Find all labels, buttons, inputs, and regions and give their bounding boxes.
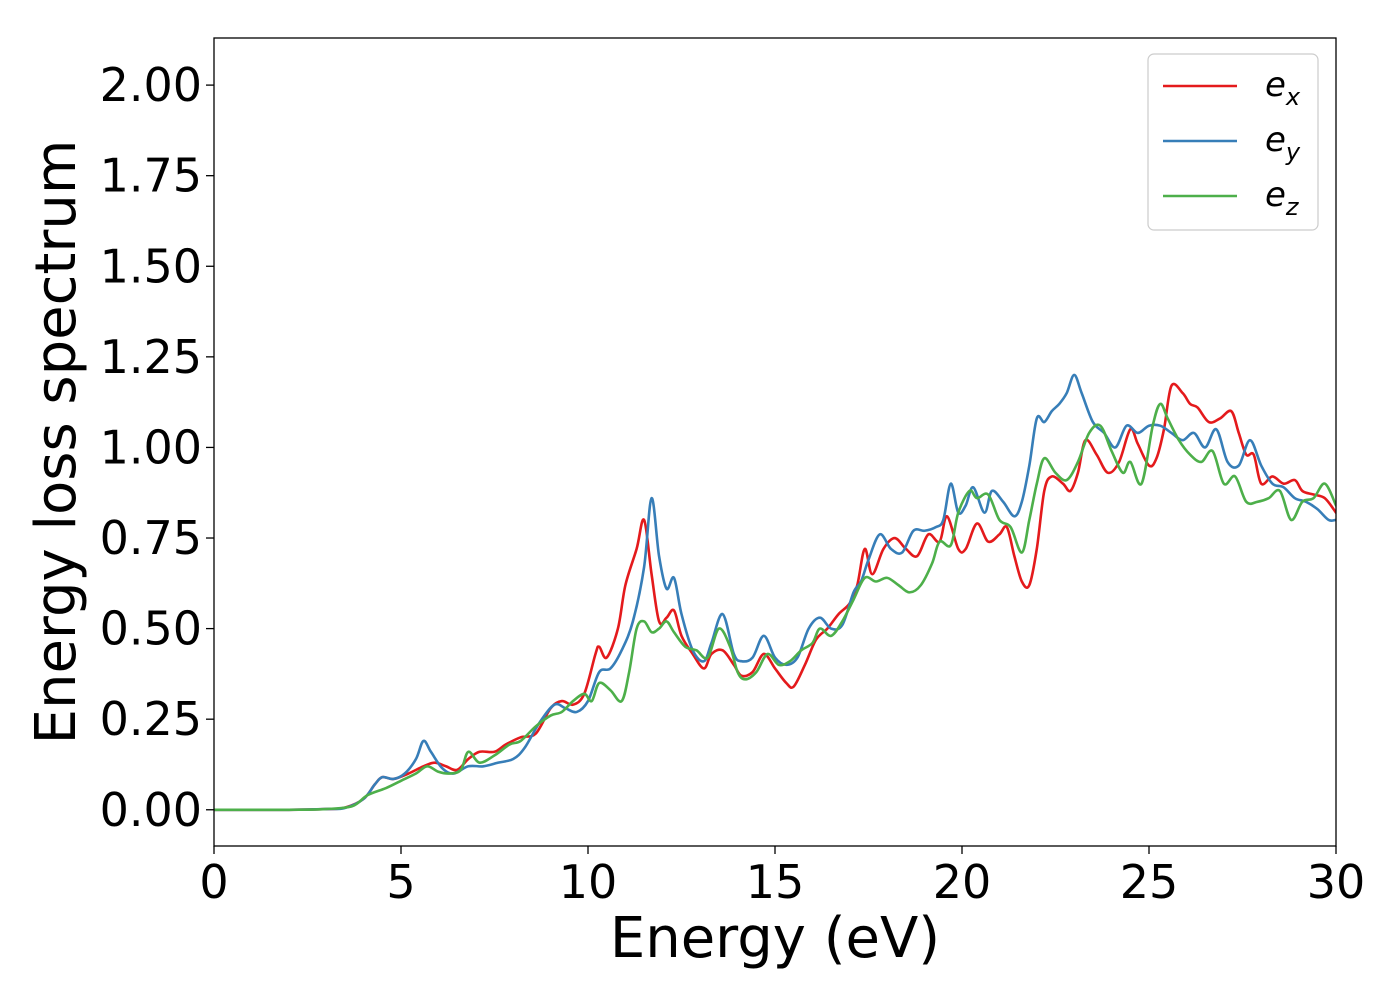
x-tick-label: 25 [1120, 855, 1179, 909]
x-axis-title: Energy (eV) [610, 906, 940, 971]
y-axis-ticks: 0.00 0.25 0.50 0.75 1.00 1.25 1.50 1.75 2.00 [100, 58, 214, 837]
series-line-y [214, 373, 1336, 812]
y-tick-label: 1.00 [100, 420, 202, 474]
x-tick-label: 15 [746, 855, 805, 909]
legend: ex ey ez [1147, 53, 1319, 231]
x-axis-ticks: 0 5 10 15 20 25 30 [199, 846, 1365, 909]
x-tick-label: 0 [199, 855, 228, 909]
y-tick-label: 1.25 [100, 330, 202, 384]
y-tick-label: 0.25 [100, 692, 202, 746]
legend-label-y: ey [1265, 120, 1301, 166]
x-tick-label: 30 [1307, 855, 1366, 909]
y-tick-label: 1.50 [100, 239, 202, 293]
y-tick-label: 2.00 [100, 58, 202, 112]
y-tick-label: 1.75 [100, 149, 202, 203]
y-axis-title: Energy loss spectrum [24, 140, 89, 745]
legend-label-x: ex [1265, 65, 1301, 111]
series-line-z [214, 402, 1336, 812]
x-tick-label: 5 [386, 855, 415, 909]
y-tick-label: 0.75 [100, 511, 202, 565]
y-tick-label: 0.50 [100, 602, 202, 656]
x-tick-label: 10 [559, 855, 618, 909]
y-tick-label: 0.00 [100, 783, 202, 837]
series-layer [214, 373, 1336, 812]
x-tick-label: 20 [933, 855, 992, 909]
legend-label-z: ez [1265, 175, 1300, 221]
